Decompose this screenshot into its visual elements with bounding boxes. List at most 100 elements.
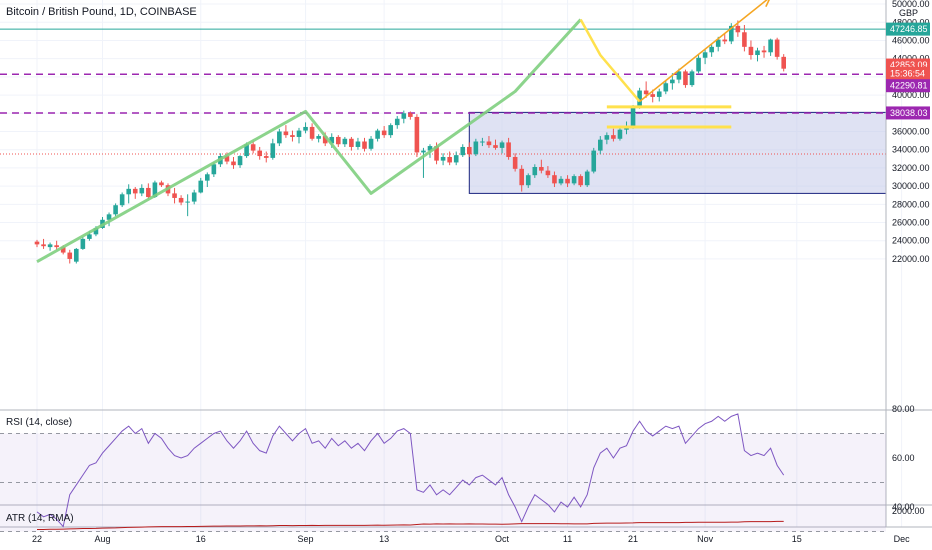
candle-body[interactable] [113,205,118,215]
candle-body[interactable] [250,144,256,151]
candle-body[interactable] [263,156,269,158]
candle-body[interactable] [146,187,151,198]
candle-body[interactable] [421,150,426,153]
candle-body[interactable] [571,176,577,184]
candle-body[interactable] [126,188,131,195]
candle-body[interactable] [486,141,492,146]
candle-body[interactable] [617,129,623,139]
candle-body[interactable] [761,50,767,53]
candle-body[interactable] [401,113,407,119]
candle-body[interactable] [368,138,374,149]
candle-body[interactable] [506,142,511,157]
candle-body[interactable] [185,201,190,203]
candle-body[interactable] [663,83,669,92]
candle-body[interactable] [231,161,236,166]
candle-body[interactable] [768,39,773,53]
candle-body[interactable] [41,244,46,247]
candle-body[interactable] [74,248,79,262]
candle-body[interactable] [598,139,603,151]
candle-body[interactable] [375,130,380,139]
candle-body[interactable] [722,39,728,42]
candle-body[interactable] [512,156,518,169]
candle-body[interactable] [781,56,786,69]
candle-body[interactable] [237,156,243,166]
candle-body[interactable] [467,146,472,155]
candle-body[interactable] [611,135,616,139]
candle-body[interactable] [519,168,524,186]
candle-body[interactable] [774,39,780,57]
candle-body[interactable] [244,144,249,157]
candle-body[interactable] [60,247,66,253]
candle-body[interactable] [427,146,433,151]
demand-zone-box[interactable] [468,111,887,194]
candle-body[interactable] [408,113,413,117]
candle-body[interactable] [211,164,217,175]
candle-body[interactable] [480,141,485,143]
candle-body[interactable] [336,136,341,145]
candle-body[interactable] [696,57,701,72]
candle-body[interactable] [290,135,295,137]
candle-body[interactable] [296,130,302,137]
candle-body[interactable] [414,116,420,153]
candle-body[interactable] [178,197,184,203]
candle-body[interactable] [139,187,145,194]
candle-body[interactable] [349,138,354,147]
candle-body[interactable] [735,25,741,33]
candle-body[interactable] [205,174,210,181]
candle-body[interactable] [434,146,439,161]
candle-body[interactable] [80,238,86,249]
candle-body[interactable] [270,143,276,158]
candle-body[interactable] [584,171,590,186]
candle-body[interactable] [47,244,53,248]
candle-body[interactable] [362,141,367,149]
atr-line[interactable] [36,520,784,531]
rsi-line[interactable] [36,413,785,528]
candle-body[interactable] [322,136,328,144]
candle-body[interactable] [689,71,695,86]
candle-body[interactable] [742,32,747,47]
candle-body[interactable] [54,245,59,248]
candle-body[interactable] [552,175,557,184]
candle-body[interactable] [493,145,498,148]
candle-body[interactable] [715,39,721,47]
candle-body[interactable] [709,46,714,53]
projection-line[interactable] [579,18,641,103]
candle-body[interactable] [303,126,308,131]
candle-body[interactable] [670,79,675,84]
candle-body[interactable] [460,146,466,156]
candle-body[interactable] [191,192,197,202]
candle-body[interactable] [257,150,262,157]
candle-body[interactable] [499,142,505,148]
candle-body[interactable] [525,175,531,186]
candle-body[interactable] [755,50,760,56]
candle-body[interactable] [676,71,682,80]
candle-body[interactable] [532,166,538,176]
candle-body[interactable] [702,52,708,58]
candle-body[interactable] [172,193,177,198]
candle-body[interactable] [316,136,321,139]
candle-body[interactable] [342,138,348,145]
candle-body[interactable] [152,182,158,198]
candle-body[interactable] [93,227,99,235]
candle-body[interactable] [748,46,754,56]
candle-body[interactable] [539,166,544,171]
candle-body[interactable] [473,141,479,155]
candle-body[interactable] [604,135,610,140]
candle-body[interactable] [329,136,335,144]
arrow-line[interactable] [639,0,771,103]
candle-body[interactable] [683,71,688,86]
candle-body[interactable] [309,126,315,139]
candle-body[interactable] [394,118,400,126]
candle-body[interactable] [67,252,73,259]
candle-body[interactable] [578,176,583,186]
candle-body[interactable] [277,131,282,144]
candle-body[interactable] [388,125,393,136]
candle-body[interactable] [453,155,459,163]
candle-body[interactable] [381,130,387,136]
candle-body[interactable] [198,180,204,193]
candle-body[interactable] [355,141,361,147]
candle-body[interactable] [283,131,289,136]
candle-body[interactable] [159,182,164,186]
